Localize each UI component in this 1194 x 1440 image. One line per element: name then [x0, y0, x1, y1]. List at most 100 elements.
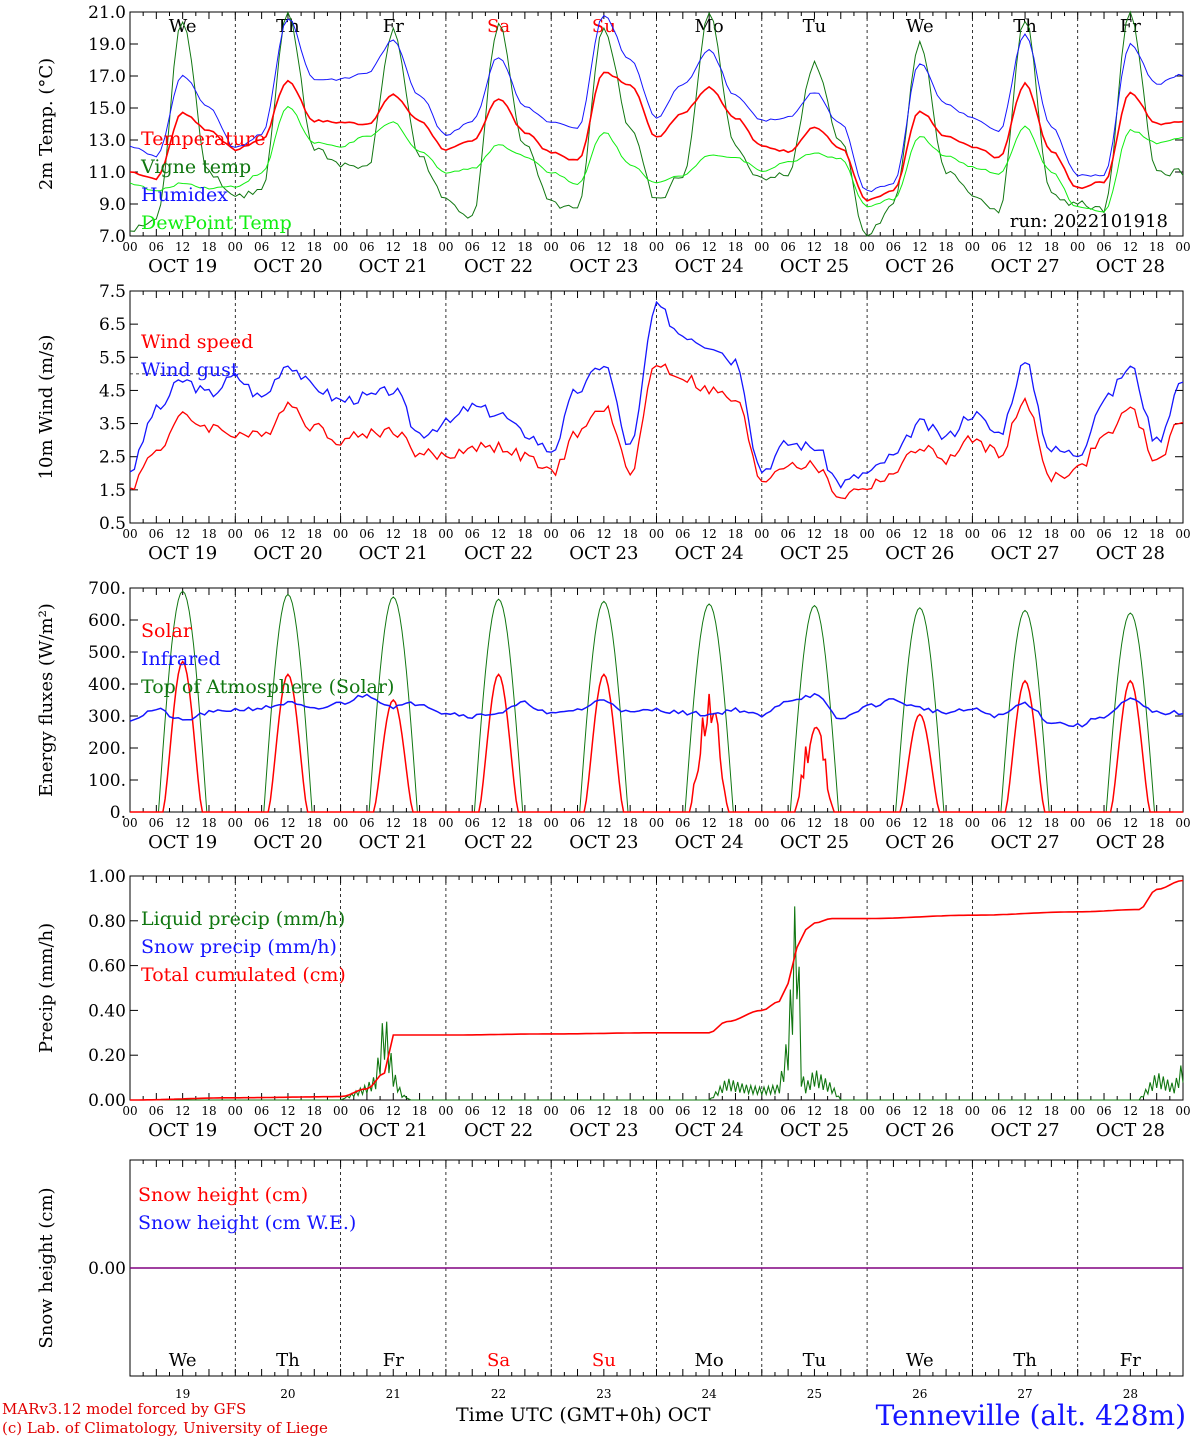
hour-tick-label: 06: [886, 527, 901, 541]
date-label: OCT 21: [359, 1120, 428, 1141]
hour-tick-label: 06: [465, 1104, 480, 1118]
hour-tick-label: 00: [333, 527, 348, 541]
day-name: We: [906, 16, 934, 37]
hour-tick-label: 12: [1123, 240, 1138, 254]
hour-tick-label: 00: [544, 1104, 559, 1118]
hour-tick-label: 00: [1175, 816, 1190, 830]
panel-5: 0.00 Snow height (cm) Snow height (cm) Snow…: [36, 1159, 1184, 1401]
hour-tick-label: 00: [122, 1104, 137, 1118]
day-name: Fr: [1120, 16, 1141, 37]
date-label: OCT 26: [885, 1120, 954, 1141]
y-tick-label: 1.00: [88, 867, 126, 887]
hour-tick-label: 18: [307, 240, 322, 254]
series-line: [129, 300, 1184, 489]
hour-tick-label: 12: [175, 816, 190, 830]
day-number-label: 24: [702, 1387, 718, 1401]
date-label: OCT 22: [464, 832, 533, 853]
plot-frame: [129, 11, 1184, 237]
hour-tick-label: 06: [675, 240, 690, 254]
y-tick-label: 0.00: [88, 1091, 126, 1111]
hour-tick-label: 18: [728, 240, 743, 254]
hour-tick-label: 00: [1070, 240, 1085, 254]
hour-tick-label: 06: [570, 816, 585, 830]
hour-tick-label: 00: [649, 527, 664, 541]
hour-tick-label: 18: [1044, 527, 1059, 541]
y-tick-label: 9.0: [99, 195, 126, 215]
hour-tick-label: 00: [649, 1104, 664, 1118]
day-number-label: 25: [807, 1387, 822, 1401]
series-line: [129, 105, 1184, 213]
hour-tick-label: 00: [228, 527, 243, 541]
hour-tick-label: 12: [491, 816, 506, 830]
date-label: OCT 23: [569, 832, 638, 853]
y-tick-label: 200.: [88, 739, 126, 759]
date-label: OCT 24: [675, 543, 744, 564]
y-tick-label: 15.0: [88, 99, 126, 119]
hour-tick-label: 18: [307, 1104, 322, 1118]
y-axis-label: Snow height (cm): [36, 1187, 57, 1348]
hour-tick-label: 12: [912, 240, 927, 254]
hour-tick-label: 18: [833, 1104, 848, 1118]
day-name: Sa: [487, 1350, 510, 1371]
hour-tick-label: 06: [1096, 240, 1111, 254]
hour-tick-label: 06: [780, 1104, 795, 1118]
hour-tick-label: 00: [438, 240, 453, 254]
y-tick-label: 0.00: [88, 1259, 126, 1279]
run-annotation: run: 2022101918: [1010, 211, 1168, 232]
legend-entry: Wind gust: [141, 359, 239, 381]
date-label: OCT 21: [359, 256, 428, 277]
date-label: OCT 20: [253, 832, 322, 853]
y-tick-label: 19.0: [88, 35, 126, 55]
y-axis-label: Precip (mm/h): [36, 923, 57, 1053]
date-label: OCT 27: [990, 1120, 1059, 1141]
hour-tick-label: 12: [491, 1104, 506, 1118]
hour-tick-label: 18: [938, 816, 953, 830]
day-number-label: 20: [280, 1387, 295, 1401]
hour-tick-label: 06: [359, 1104, 374, 1118]
hour-tick-label: 18: [412, 240, 427, 254]
hour-tick-label: 00: [754, 816, 769, 830]
date-label: OCT 25: [780, 543, 849, 564]
hour-tick-label: 06: [149, 527, 164, 541]
hour-tick-label: 12: [1017, 1104, 1032, 1118]
hour-tick-label: 06: [1096, 1104, 1111, 1118]
hour-tick-label: 18: [412, 1104, 427, 1118]
hour-tick-label: 00: [754, 527, 769, 541]
hour-tick-label: 12: [807, 240, 822, 254]
hour-tick-label: 00: [859, 1104, 874, 1118]
hour-tick-label: 00: [649, 240, 664, 254]
hour-tick-label: 06: [780, 816, 795, 830]
hour-tick-label: 00: [1070, 1104, 1085, 1118]
hour-tick-label: 06: [149, 240, 164, 254]
date-label: OCT 26: [885, 832, 954, 853]
hour-tick-label: 18: [623, 527, 638, 541]
hour-tick-label: 18: [938, 1104, 953, 1118]
day-name: Tu: [803, 1350, 827, 1371]
legend-entry: Snow height (cm W.E.): [138, 1212, 356, 1234]
day-name: Sa: [487, 16, 510, 37]
day-number-label: 27: [1017, 1387, 1032, 1401]
hour-tick-label: 06: [149, 1104, 164, 1118]
series-line: [129, 692, 1184, 728]
day-name: Fr: [383, 1350, 404, 1371]
hour-tick-label: 18: [938, 240, 953, 254]
hour-tick-label: 12: [1123, 816, 1138, 830]
date-label: OCT 26: [885, 543, 954, 564]
legend-entry: Wind speed: [141, 331, 253, 353]
y-tick-label: 7.0: [99, 227, 126, 247]
y-tick-label: 0.5: [99, 514, 126, 534]
hour-tick-label: 18: [1149, 1104, 1164, 1118]
hour-tick-label: 06: [991, 816, 1006, 830]
hour-tick-label: 06: [149, 816, 164, 830]
series-line: [129, 71, 1184, 202]
date-label: OCT 20: [253, 256, 322, 277]
panel-2: 0.5 1.5 2.5 3.5 4.5 5.5 6.5 7.5 10m Wind (m/s) Wi…: [36, 282, 1191, 564]
hour-tick-label: 12: [1123, 527, 1138, 541]
hour-tick-label: 06: [465, 240, 480, 254]
model-credit-line2: (c) Lab. of Climatology, University of L…: [2, 1419, 328, 1437]
hour-tick-label: 00: [438, 1104, 453, 1118]
hour-tick-label: 12: [596, 1104, 611, 1118]
day-number-label: 26: [912, 1387, 927, 1401]
hour-tick-label: 18: [307, 527, 322, 541]
hour-tick-label: 12: [1017, 240, 1032, 254]
